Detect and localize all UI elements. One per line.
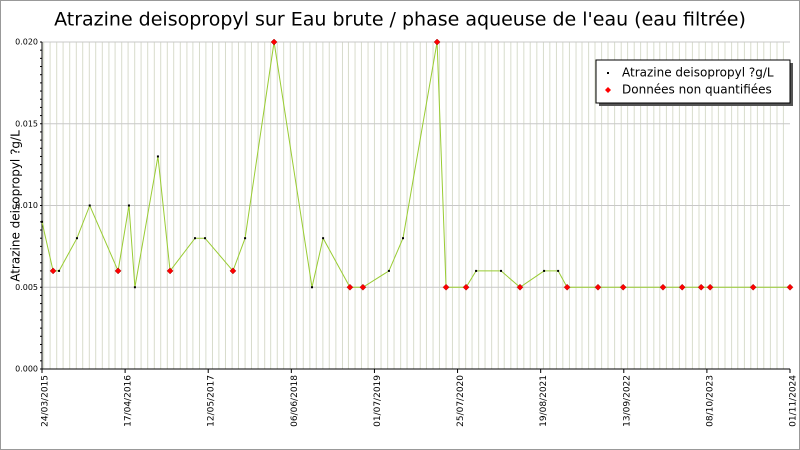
point: [346, 283, 354, 291]
y-tick-label: 0.005: [15, 283, 38, 292]
y-tick-label: 0.020: [15, 38, 38, 47]
legend-label: Données non quantifiées: [622, 83, 772, 97]
point: [204, 237, 207, 240]
point: [359, 283, 367, 291]
point: [678, 283, 686, 291]
point: [156, 155, 159, 158]
y-tick-label: 0.010: [15, 201, 38, 210]
y-axis-label: Atrazine deisopropyl ?g/L: [9, 130, 23, 282]
point: [749, 283, 757, 291]
point: [194, 237, 197, 240]
point: [387, 269, 390, 272]
point: [659, 283, 667, 291]
point: [166, 267, 174, 275]
point: [543, 269, 546, 272]
x-tick-label: 17/04/2016: [124, 375, 134, 427]
point: [114, 267, 122, 275]
point: [41, 220, 43, 223]
point: [557, 269, 560, 272]
point: [229, 267, 237, 275]
point: [516, 283, 524, 291]
chart-title: Atrazine deisopropyl sur Eau brute / pha…: [54, 9, 746, 31]
point: [706, 283, 714, 291]
legend-marker: [605, 87, 611, 93]
point: [75, 237, 78, 240]
legend-marker: [607, 72, 609, 74]
y-tick-label: 0.015: [15, 119, 38, 128]
x-tick-label: 25/07/2020: [456, 375, 466, 427]
x-tick-label: 06/06/2018: [290, 375, 300, 427]
x-tick-label: 24/03/2015: [41, 375, 51, 427]
point: [311, 286, 314, 289]
point: [322, 237, 325, 240]
x-tick-label: 01/07/2019: [373, 375, 383, 427]
point: [244, 237, 247, 240]
x-tick-label: 12/05/2017: [207, 375, 217, 427]
x-tick-label: 13/09/2022: [622, 375, 632, 427]
point: [133, 286, 136, 289]
point: [594, 283, 602, 291]
point: [697, 283, 705, 291]
point: [500, 269, 503, 272]
point: [88, 204, 91, 207]
point: [563, 283, 571, 291]
x-tick-label: 01/11/2024: [789, 375, 799, 427]
point: [442, 283, 450, 291]
point: [58, 269, 61, 272]
point: [127, 204, 130, 207]
point: [49, 267, 57, 275]
point: [619, 283, 627, 291]
point: [475, 269, 478, 272]
x-tick-label: 08/10/2023: [705, 375, 715, 427]
line: [41, 41, 790, 288]
legend-label: Atrazine deisopropyl ?g/L: [622, 66, 774, 80]
point: [786, 283, 794, 291]
point: [402, 237, 405, 240]
point: [433, 38, 441, 46]
x-tick-label: 19/08/2021: [539, 375, 549, 427]
point: [270, 38, 278, 46]
legend-box: [595, 59, 791, 104]
point: [462, 283, 470, 291]
y-tick-label: 0.000: [15, 365, 38, 374]
